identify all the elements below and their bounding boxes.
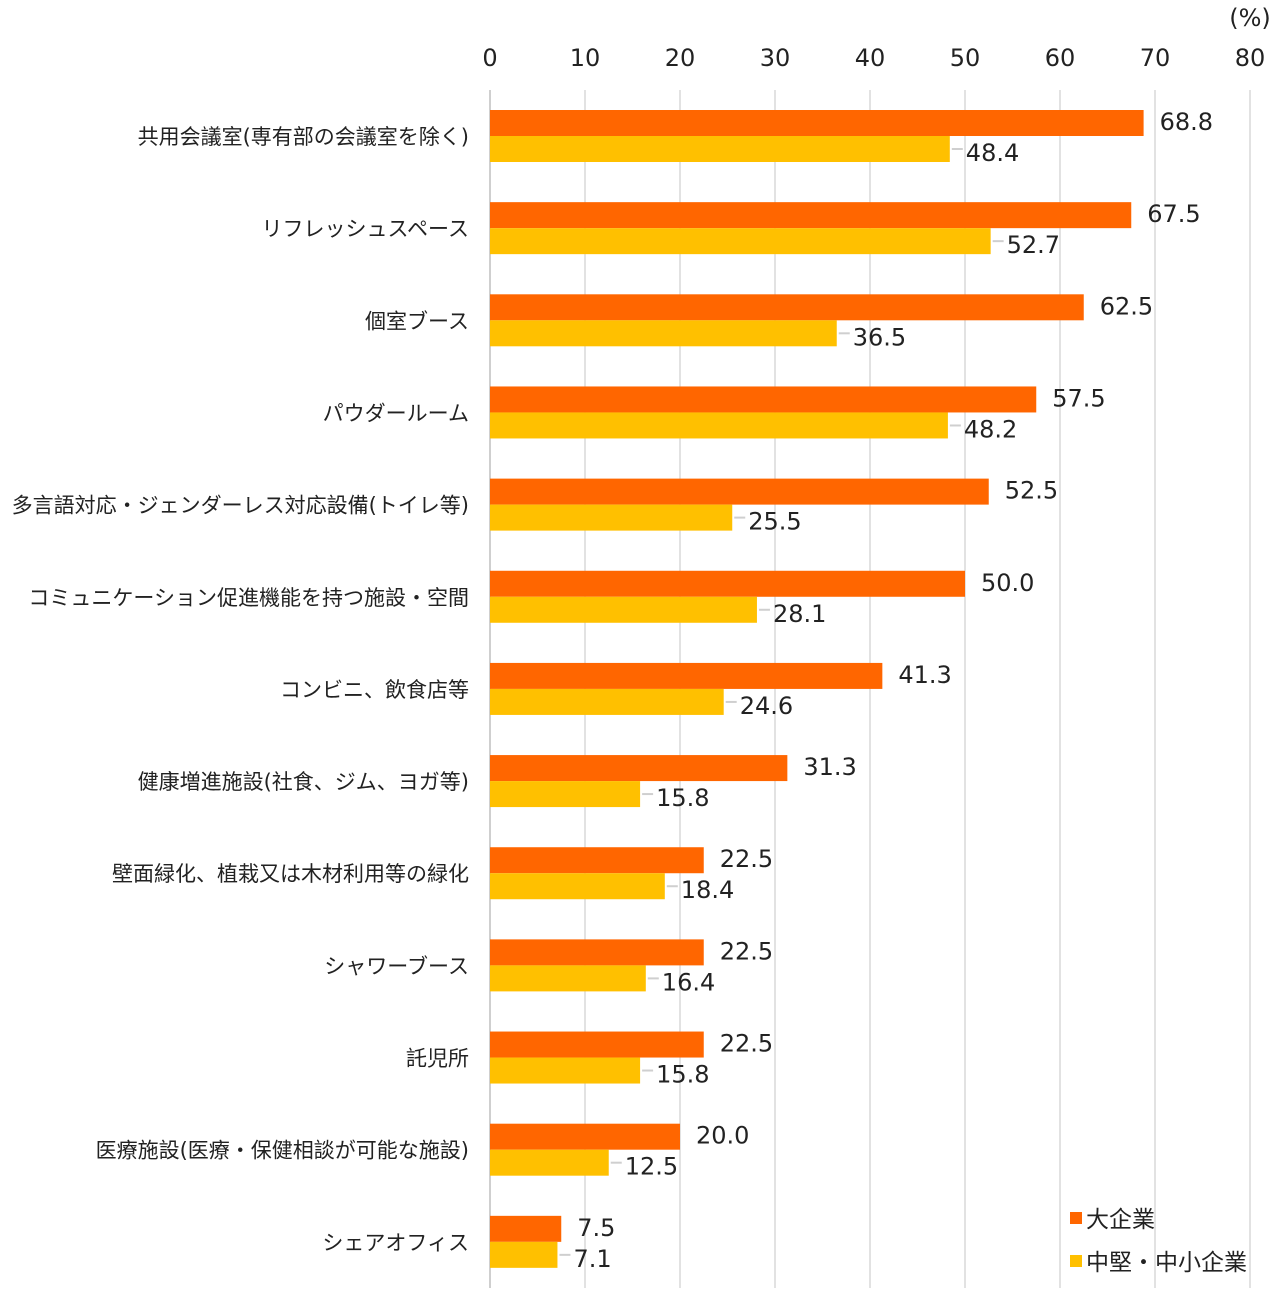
category-label: 託児所 (406, 1047, 469, 1071)
data-label-large-company: 22.5 (720, 937, 773, 965)
category-label: パウダールーム (323, 401, 469, 425)
bar-sme (490, 1149, 609, 1176)
gridlines (489, 90, 1251, 1288)
legend-label-large: 大企業 (1086, 1207, 1155, 1233)
bar-large-company (490, 662, 883, 689)
category-label: 個室ブース (365, 309, 469, 333)
bar-large-company (490, 1215, 562, 1242)
data-label-sme: 7.1 (573, 1245, 611, 1273)
data-label-large-company: 20.0 (696, 1122, 749, 1150)
legend-swatch-sme (1070, 1255, 1082, 1267)
data-label-large-company: 67.5 (1147, 200, 1200, 228)
bar-sme (490, 136, 950, 162)
category-label: 壁面緑化、植栽又は木材利用等の緑化 (112, 862, 469, 886)
data-label-sme: 15.8 (656, 1061, 709, 1089)
data-labels: 68.8 48.4 67.5 52.7 62.5 36.5 57.5 48.2 52.5 25.5… (559, 108, 1213, 1273)
data-label-sme: 12.5 (625, 1153, 678, 1181)
bar-sme (490, 873, 665, 900)
category-label: 医療施設(医療・保健相談が可能な施設) (96, 1139, 469, 1163)
data-label-sme: 24.6 (740, 692, 793, 720)
x-tick-label: 40 (855, 44, 886, 72)
bar-sme (490, 965, 646, 992)
bar-large-company (490, 939, 704, 966)
bar-sme (490, 781, 641, 808)
data-label-large-company: 50.0 (981, 569, 1034, 597)
bar-sme (490, 504, 733, 531)
x-tick-label: 0 (482, 44, 497, 72)
category-label: シャワーブース (324, 954, 469, 978)
data-label-sme: 25.5 (748, 508, 801, 536)
data-label-sme: 48.4 (966, 139, 1019, 167)
bar-large-company (490, 1123, 680, 1150)
unit-label: (%) (1229, 4, 1271, 32)
bar-large-company (490, 1031, 704, 1058)
legend-label-sme: 中堅・中小企業 (1086, 1250, 1247, 1276)
data-label-sme: 18.4 (681, 876, 734, 904)
data-label-large-company: 57.5 (1052, 384, 1105, 412)
legend: 大企業 中堅・中小企業 (1070, 1207, 1247, 1276)
bars (490, 110, 1144, 1268)
bar-large-company (490, 386, 1037, 413)
data-label-large-company: 22.5 (720, 845, 773, 873)
category-label: コミュニケーション促進機能を持つ施設・空間 (28, 586, 469, 610)
x-tick-label: 20 (665, 44, 696, 72)
x-axis-ticks: 0 10 20 30 40 50 60 70 80 (482, 44, 1265, 72)
bar-large-company (490, 110, 1144, 136)
bar-large-company (490, 478, 989, 505)
x-tick-label: 10 (570, 44, 601, 72)
data-label-sme: 48.2 (964, 415, 1017, 443)
data-label-large-company: 62.5 (1100, 292, 1153, 320)
bar-sme (490, 1057, 641, 1084)
bar-large-company (490, 294, 1084, 321)
category-label: 共用会議室(専有部の会議室を除く) (138, 125, 469, 149)
data-label-sme: 15.8 (656, 784, 709, 812)
data-label-sme: 52.7 (1007, 231, 1060, 259)
data-label-large-company: 68.8 (1160, 108, 1213, 136)
bar-sme (490, 320, 837, 347)
data-label-sme: 36.5 (853, 323, 906, 351)
bar-sme (490, 1241, 558, 1268)
data-label-large-company: 41.3 (898, 661, 951, 689)
x-tick-label: 60 (1045, 44, 1076, 72)
category-label: 多言語対応・ジェンダーレス対応設備(トイレ等) (12, 494, 469, 518)
x-tick-label: 50 (950, 44, 981, 72)
bar-sme (490, 228, 991, 255)
category-labels: 共用会議室(専有部の会議室を除く) リフレッシュスペース個室ブースパウダールーム多… (12, 125, 469, 1255)
bar-sme (490, 412, 948, 439)
category-label: リフレッシュスペース (262, 217, 469, 241)
x-tick-label: 70 (1140, 44, 1171, 72)
data-label-large-company: 22.5 (720, 1030, 773, 1058)
category-label: 健康増進施設(社食、ジム、ヨガ等) (138, 770, 469, 794)
category-label: コンビニ、飲食店等 (280, 678, 469, 702)
category-label: シェアオフィス (322, 1231, 469, 1255)
data-label-large-company: 31.3 (803, 753, 856, 781)
data-label-large-company: 7.5 (577, 1214, 615, 1242)
legend-swatch-large (1070, 1212, 1082, 1224)
bar-sme (490, 596, 757, 623)
data-label-sme: 16.4 (662, 968, 715, 996)
bar-large-company (490, 755, 788, 782)
data-label-large-company: 52.5 (1005, 477, 1058, 505)
bar-sme (490, 688, 724, 715)
x-tick-label: 80 (1235, 44, 1266, 72)
bar-large-company (490, 202, 1132, 229)
bar-large-company (490, 847, 704, 874)
x-tick-label: 30 (760, 44, 791, 72)
bar-large-company (490, 570, 965, 597)
data-label-sme: 28.1 (773, 600, 826, 628)
